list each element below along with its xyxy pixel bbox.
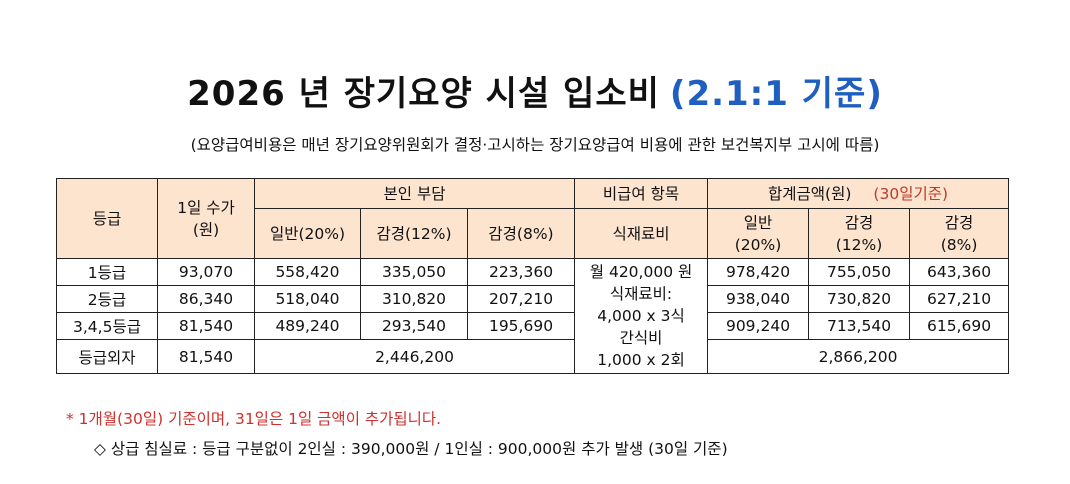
cell-total-reduced12: 713,540 bbox=[808, 312, 911, 340]
header-total-reduced12: 감경 (12%) bbox=[808, 208, 911, 259]
note-room-charge: ◇ 상급 침실료 : 등급 구분없이 2인실 : 390,000원 / 1인실 … bbox=[94, 440, 728, 458]
table-row: 2등급 86,340 518,040 310,820 207,210 938,0… bbox=[56, 285, 1010, 313]
header-total-general: 일반 (20%) bbox=[707, 208, 810, 259]
cell-self-reduced12: 293,540 bbox=[360, 312, 468, 340]
cell-self-general: 558,420 bbox=[254, 258, 361, 286]
meal-note-line4: 간식비 bbox=[619, 329, 663, 347]
header-total-reduced12-line2: (12%) bbox=[835, 235, 883, 254]
cell-self-total: 2,446,200 bbox=[253, 339, 576, 374]
page-subtitle: (요양급여비용은 매년 장기요양위원회가 결정·고시하는 장기요양급여 비용에 … bbox=[190, 136, 880, 154]
cell-self-reduced8: 207,210 bbox=[466, 285, 576, 313]
cell-self-reduced8: 223,360 bbox=[466, 258, 576, 286]
cell-self-reduced12: 335,050 bbox=[360, 258, 468, 286]
header-non-covered: 비급여 항목 bbox=[574, 178, 709, 209]
cell-total-general: 909,240 bbox=[707, 312, 810, 340]
header-total-basis: (30일기준) bbox=[873, 184, 949, 203]
cell-total-reduced12: 755,050 bbox=[808, 258, 911, 286]
cell-grade: 2등급 bbox=[56, 285, 158, 313]
cell-grand-total: 2,866,200 bbox=[707, 339, 1010, 374]
title-main: 2026 년 장기요양 시설 입소비 bbox=[187, 74, 660, 114]
header-total: 합계금액(원) (30일기준) bbox=[707, 178, 1010, 209]
cell-daily: 93,070 bbox=[157, 258, 255, 286]
header-self-reduced8: 감경(8%) bbox=[466, 208, 576, 259]
cell-total-reduced8: 627,210 bbox=[909, 285, 1010, 313]
page-title: 2026 년 장기요양 시설 입소비 (2.1:1 기준) bbox=[0, 66, 1070, 115]
meal-note-line2: 식재료비: bbox=[609, 285, 673, 303]
table-row: 1등급 93,070 558,420 335,050 223,360 월 420… bbox=[56, 258, 1010, 374]
cell-self-reduced12: 310,820 bbox=[360, 285, 468, 313]
header-total-reduced8: 감경 (8%) bbox=[909, 208, 1010, 259]
cell-daily: 81,540 bbox=[157, 339, 255, 374]
cell-daily: 81,540 bbox=[157, 312, 255, 340]
cell-total-general: 938,040 bbox=[707, 285, 810, 313]
meal-note-line3: 4,000 x 3식 bbox=[597, 307, 685, 325]
header-total-label: 합계금액(원) bbox=[768, 184, 852, 203]
meal-note-line1: 월 420,000 원 bbox=[589, 263, 693, 281]
header-self-pay: 본인 부담 bbox=[253, 178, 576, 209]
meal-note-line5: 1,000 x 2회 bbox=[597, 351, 685, 369]
cell-self-general: 518,040 bbox=[254, 285, 361, 313]
header-self-reduced12: 감경(12%) bbox=[360, 208, 468, 259]
header-total-reduced8-line1: 감경 bbox=[944, 213, 974, 232]
header-self-general: 일반(20%) bbox=[254, 208, 361, 259]
cell-total-general: 978,420 bbox=[707, 258, 810, 286]
header-total-reduced8-line2: (8%) bbox=[940, 235, 978, 254]
meal-note-cell: 월 420,000 원 식재료비: 4,000 x 3식 간식비 1,000 x… bbox=[574, 258, 709, 374]
table-row: 3,4,5등급 81,540 489,240 293,540 195,690 9… bbox=[56, 312, 1010, 340]
cell-grade: 등급외자 bbox=[56, 339, 158, 374]
header-daily-fee-line1: 1일 수가 bbox=[177, 198, 235, 217]
cell-grade: 1등급 bbox=[56, 258, 158, 286]
header-total-general-line1: 일반 bbox=[743, 213, 773, 232]
title-accent: (2.1:1 기준) bbox=[669, 74, 883, 114]
cell-daily: 86,340 bbox=[157, 285, 255, 313]
header-daily-fee-line2: (원) bbox=[192, 220, 220, 239]
cell-total-reduced8: 643,360 bbox=[909, 258, 1010, 286]
header-grade: 등급 bbox=[56, 178, 158, 259]
header-daily-fee: 1일 수가 (원) bbox=[157, 178, 255, 259]
header-total-general-line2: (20%) bbox=[734, 235, 782, 254]
cell-total-reduced12: 730,820 bbox=[808, 285, 911, 313]
fee-table: 등급 1일 수가 (원) 본인 부담 비급여 항목 합계금액(원) (30일기준)… bbox=[56, 178, 1010, 374]
header-meal: 식재료비 bbox=[574, 208, 709, 259]
header-total-reduced12-line1: 감경 bbox=[844, 213, 874, 232]
cell-self-reduced8: 195,690 bbox=[466, 312, 576, 340]
cell-self-general: 489,240 bbox=[254, 312, 361, 340]
note-monthly-basis: * 1개월(30일) 기준이며, 31일은 1일 금액이 추가됩니다. bbox=[66, 410, 442, 428]
cell-total-reduced8: 615,690 bbox=[909, 312, 1010, 340]
table-row: 등급외자 81,540 2,446,200 2,866,200 bbox=[56, 339, 1010, 374]
cell-grade: 3,4,5등급 bbox=[56, 312, 158, 340]
